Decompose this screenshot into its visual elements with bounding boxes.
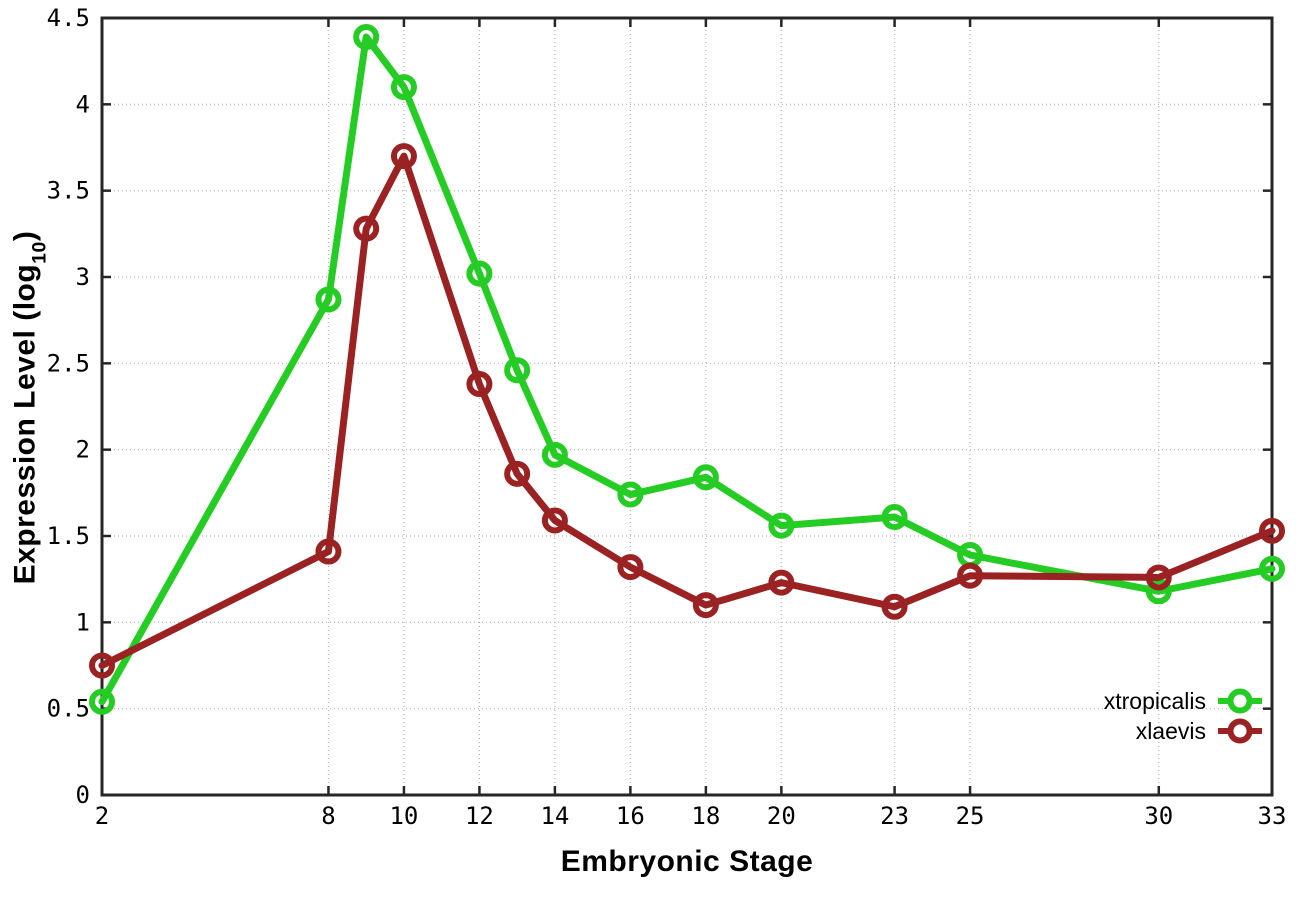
legend-circle-icon bbox=[1227, 688, 1253, 714]
x-tick-label-14: 14 bbox=[540, 802, 569, 830]
data-point-xlaevis-23 bbox=[881, 593, 908, 620]
y-tick-label-4.5: 4.5 bbox=[47, 4, 90, 32]
y-tick-label-1: 1 bbox=[76, 608, 90, 636]
data-point-xlaevis-12 bbox=[466, 371, 493, 398]
y-tick-label-3: 3 bbox=[76, 263, 90, 291]
data-point-xlaevis-33 bbox=[1259, 517, 1285, 544]
series-line-xtropicalis bbox=[98, 33, 1276, 706]
series-line-xlaevis bbox=[98, 152, 1276, 669]
y-axis-title-text: Expression Level (log bbox=[8, 263, 42, 585]
y-tick-label-2.5: 2.5 bbox=[47, 349, 90, 377]
y-axis-title-subscript: 10 bbox=[28, 241, 50, 264]
x-tick-label-23: 23 bbox=[880, 802, 909, 830]
x-tick-label-2: 2 bbox=[95, 802, 109, 830]
data-point-xtropicalis-30 bbox=[1145, 578, 1172, 605]
x-tick-label-25: 25 bbox=[956, 802, 985, 830]
data-point-xtropicalis-10 bbox=[390, 74, 417, 101]
x-tick-label-10: 10 bbox=[389, 802, 418, 830]
legend: xtropicalis xlaevis bbox=[1104, 686, 1264, 746]
data-point-xlaevis-16 bbox=[617, 554, 644, 581]
y-tick-label-3.5: 3.5 bbox=[47, 177, 90, 205]
y-tick-label-2: 2 bbox=[76, 436, 90, 464]
data-point-xtropicalis-12 bbox=[466, 260, 493, 287]
x-tick-label-20: 20 bbox=[767, 802, 796, 830]
data-point-xtropicalis-2 bbox=[89, 688, 115, 715]
data-point-xlaevis-18 bbox=[692, 592, 719, 619]
data-point-xlaevis-9 bbox=[353, 215, 380, 242]
y-tick-label-4: 4 bbox=[76, 90, 90, 118]
data-point-xtropicalis-13 bbox=[504, 357, 531, 384]
x-axis-title: Embryonic Stage bbox=[560, 845, 814, 878]
data-point-xtropicalis-16 bbox=[617, 481, 644, 508]
data-point-xlaevis-30 bbox=[1145, 564, 1172, 591]
plot-border bbox=[100, 16, 1274, 797]
data-point-xtropicalis-8 bbox=[315, 286, 342, 313]
x-tick-label-30: 30 bbox=[1144, 802, 1173, 830]
data-point-xlaevis-20 bbox=[768, 569, 795, 596]
x-tick-label-12: 12 bbox=[465, 802, 494, 830]
data-point-xtropicalis-9 bbox=[353, 23, 380, 50]
data-point-xtropicalis-23 bbox=[881, 504, 908, 531]
data-point-xtropicalis-14 bbox=[541, 441, 568, 468]
legend-circle-icon bbox=[1227, 718, 1253, 744]
legend-marker-xtropicalis bbox=[1218, 688, 1262, 714]
legend-row-xtropicalis: xtropicalis bbox=[1104, 686, 1264, 716]
x-tick-label-16: 16 bbox=[616, 802, 645, 830]
x-tick-label-18: 18 bbox=[691, 802, 720, 830]
data-point-xlaevis-13 bbox=[504, 460, 531, 487]
y-axis-title-close: ) bbox=[8, 230, 42, 242]
x-tick-label-8: 8 bbox=[321, 802, 335, 830]
data-point-xtropicalis-33 bbox=[1259, 555, 1285, 582]
y-tick-label-1.5: 1.5 bbox=[47, 522, 90, 550]
legend-row-xlaevis: xlaevis bbox=[1104, 716, 1264, 746]
y-tick-label-0.5: 0.5 bbox=[47, 695, 90, 723]
legend-label-xtropicalis: xtropicalis bbox=[1103, 688, 1206, 714]
legend-marker-xlaevis bbox=[1218, 718, 1262, 744]
y-axis-title: Expression Level (log10) bbox=[8, 108, 51, 708]
legend-label-xlaevis: xlaevis bbox=[1135, 718, 1206, 744]
y-tick-label-0: 0 bbox=[76, 781, 90, 809]
data-point-xtropicalis-20 bbox=[768, 512, 795, 539]
data-point-xlaevis-8 bbox=[315, 538, 342, 565]
data-point-xlaevis-14 bbox=[541, 507, 568, 534]
x-tick-label-33: 33 bbox=[1258, 802, 1287, 830]
data-point-xlaevis-10 bbox=[390, 143, 417, 170]
data-point-xlaevis-2 bbox=[89, 652, 115, 679]
data-point-xlaevis-25 bbox=[957, 562, 984, 589]
data-point-xtropicalis-18 bbox=[692, 464, 719, 491]
